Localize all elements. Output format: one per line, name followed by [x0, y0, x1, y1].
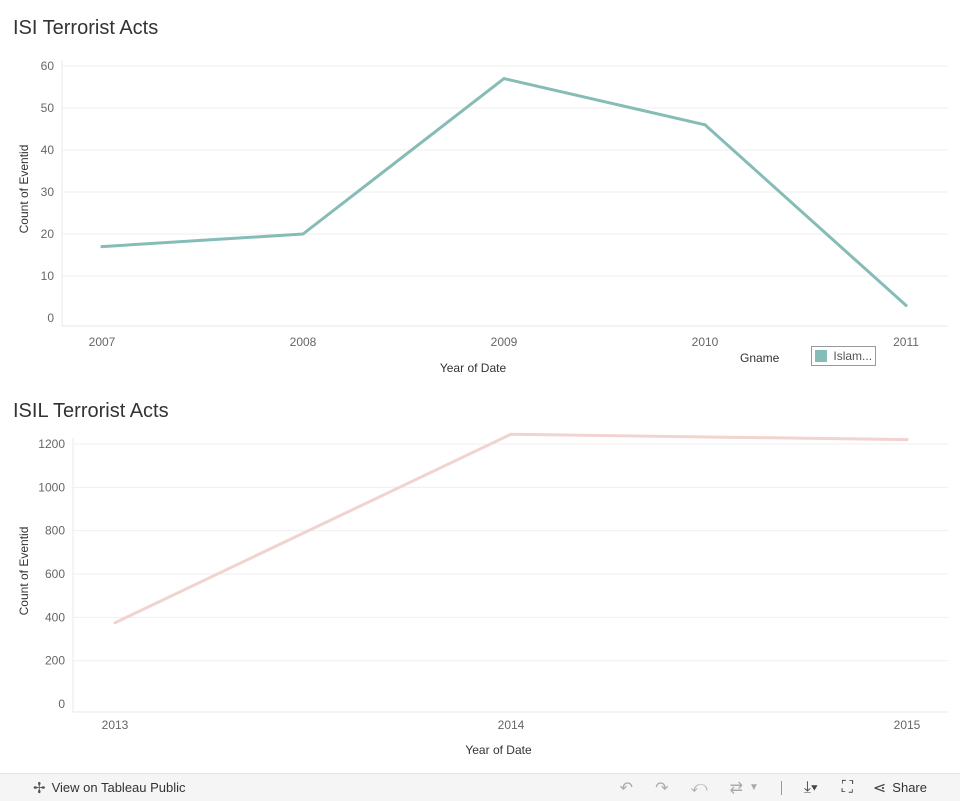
share-button[interactable]: Share [892, 780, 927, 795]
x-axis-title: Year of Date [440, 361, 507, 375]
data-point [904, 303, 908, 307]
fullscreen-icon[interactable]: ⛶ [841, 778, 853, 796]
y-tick-label: 800 [45, 524, 65, 538]
refresh-icon[interactable]: ⇄ [729, 779, 743, 797]
y-tick-label: 10 [41, 269, 55, 283]
data-point [703, 123, 707, 127]
y-tick-label: 1200 [38, 437, 65, 451]
y-tick-label: 0 [47, 311, 54, 325]
legend-title: Gname [740, 351, 780, 365]
y-axis-title: Count of Eventid [17, 145, 31, 234]
y-tick-label: 1000 [38, 480, 65, 494]
y-tick-label: 50 [41, 101, 55, 115]
pause-dropdown-icon[interactable]: ▼ [748, 782, 759, 793]
y-tick-label: 600 [45, 567, 65, 581]
x-tick-label: 2009 [491, 335, 518, 349]
isil-line-chart: 0 200 400 600 800 1000 1200 2013 2014 2015 Year of… [17, 432, 948, 757]
legend: Gname Islam... [740, 346, 877, 366]
y-tick-label: 0 [58, 697, 65, 711]
y-tick-label: 60 [41, 59, 55, 73]
isi-line-chart: 0 10 20 30 40 50 60 2007 2008 2009 2010 2011 Year of… [17, 59, 948, 375]
series-line [113, 432, 909, 625]
y-tick-label: 40 [41, 143, 55, 157]
redo-icon[interactable]: ↷ [655, 779, 669, 797]
data-point [100, 245, 104, 249]
toolbar-divider [780, 780, 782, 795]
view-on-tableau-public-link[interactable]: ✢ View on Tableau Public [33, 779, 186, 797]
share-icon[interactable]: ⋖ [872, 779, 887, 797]
data-point [509, 432, 513, 436]
legend-swatch [815, 350, 828, 362]
chart-title-isil: ISIL Terrorist Acts [13, 400, 169, 422]
x-tick-label: 2008 [290, 335, 317, 349]
x-tick-label: 2010 [692, 335, 719, 349]
x-tick-label: 2013 [102, 718, 129, 732]
undo-icon[interactable]: ↶ [619, 779, 634, 797]
legend-item-islam[interactable]: Islam... [811, 346, 877, 366]
view-on-tableau-label: View on Tableau Public [51, 780, 186, 795]
tableau-logo-icon: ✢ [33, 779, 46, 797]
y-tick-label: 20 [41, 227, 55, 241]
legend-item-label: Islam... [833, 349, 873, 363]
y-tick-label: 400 [45, 610, 65, 624]
y-tick-label: 200 [45, 654, 65, 668]
x-tick-label: 2011 [893, 335, 919, 349]
y-axis-title: Count of Eventid [17, 527, 31, 616]
x-tick-label: 2007 [89, 335, 116, 349]
chart-title-isi: ISI Terrorist Acts [13, 17, 159, 39]
x-axis-title: Year of Date [465, 743, 532, 757]
x-tick-label: 2014 [498, 718, 525, 732]
x-tick-label: 2015 [894, 718, 921, 732]
data-point [113, 621, 117, 625]
tableau-toolbar: ✢ View on Tableau Public ↶ ↷ ⤺ ⇄ ▼ ⤓▾ ⛶ … [0, 773, 960, 801]
y-tick-label: 30 [41, 185, 55, 199]
data-point [905, 438, 909, 442]
download-icon[interactable]: ⤓▾ [803, 778, 818, 796]
revert-icon[interactable]: ⤺ [690, 778, 708, 796]
data-point [502, 77, 506, 81]
data-point [301, 232, 305, 236]
